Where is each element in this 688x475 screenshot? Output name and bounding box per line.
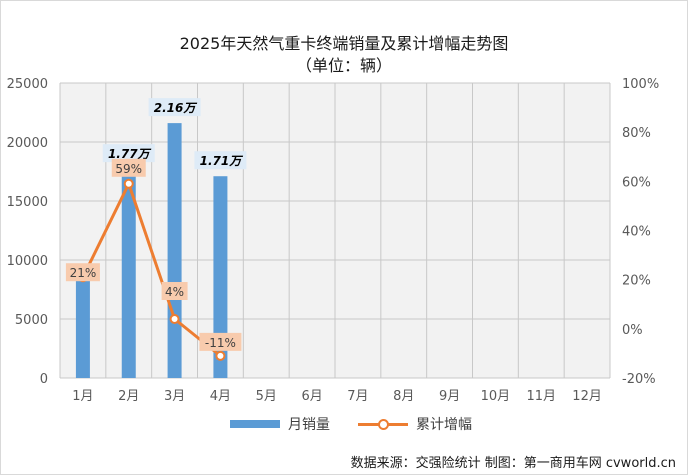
bar	[75, 278, 90, 378]
line-label-background	[199, 332, 242, 351]
y-left-tick-label: 20000	[7, 136, 48, 151]
bar	[213, 176, 228, 378]
line-data-label: 4%	[165, 285, 184, 299]
line-label-background	[161, 282, 188, 300]
chart-title: 2025年天然气重卡终端销量及累计增幅走势图	[179, 34, 509, 53]
y-right-tick-label: -20%	[622, 372, 656, 387]
x-tick-label: 3月	[164, 389, 185, 404]
line-label-background	[65, 263, 100, 282]
line-marker	[215, 350, 226, 361]
y-right-tick-label: 20%	[622, 274, 651, 289]
line-series-path	[81, 182, 222, 358]
bar-label-background	[194, 151, 247, 170]
data-source-note: 数据来源：交强险统计 制图：第一商用车网 cvworld.cn	[350, 456, 676, 471]
y-right-tick-label: 80%	[622, 126, 651, 141]
y-right-tick-label: 0%	[622, 323, 643, 338]
x-tick-label: 11月	[526, 389, 556, 404]
x-tick-label: 12月	[572, 389, 602, 404]
legend-item-bar: 月销量	[230, 414, 330, 434]
x-tick-label: 6月	[301, 389, 322, 404]
line-label-background	[111, 158, 146, 177]
bar-data-label: 1.71万	[200, 154, 244, 168]
line-marker	[169, 314, 180, 324]
x-tick-label: 2月	[118, 389, 139, 404]
legend-item-line: 累计增幅	[358, 414, 472, 434]
x-tick-label: 10月	[481, 389, 511, 404]
x-tick-label: 9月	[439, 389, 460, 404]
x-tick-label: 8月	[393, 389, 414, 404]
legend-bar-label: 月销量	[288, 417, 330, 433]
y-left-tick-label: 5000	[15, 313, 48, 328]
y-right-tick-label: 40%	[622, 225, 651, 240]
bar	[167, 123, 182, 379]
y-left-tick-label: 15000	[7, 195, 48, 210]
x-tick-label: 1月	[72, 389, 93, 404]
bar	[121, 169, 136, 378]
legend: 月销量 累计增幅	[0, 414, 688, 436]
y-right-tick-label: 100%	[622, 77, 659, 92]
line-data-label: 59%	[115, 162, 142, 176]
y-left-tick-label: 0	[40, 372, 48, 387]
chart-subtitle: （单位：辆）	[295, 56, 392, 75]
x-tick-label: 7月	[347, 389, 368, 404]
legend-line-swatch	[358, 419, 408, 430]
legend-line-label: 累计增幅	[416, 417, 472, 433]
bar-data-label: 2.16万	[154, 101, 198, 115]
x-tick-label: 4月	[210, 389, 231, 404]
bar-label-background	[102, 144, 155, 163]
line-data-label: 21%	[70, 266, 97, 280]
y-right-tick-label: 60%	[622, 175, 651, 190]
bar-label-background	[148, 98, 201, 117]
x-tick-label: 5月	[256, 389, 277, 404]
line-marker	[123, 178, 134, 189]
line-data-label: -11%	[205, 336, 236, 350]
legend-bar-swatch	[230, 420, 280, 428]
y-left-tick-label: 10000	[7, 254, 48, 269]
y-left-tick-label: 25000	[7, 77, 48, 92]
bar-data-label: 1.77万	[108, 147, 152, 161]
